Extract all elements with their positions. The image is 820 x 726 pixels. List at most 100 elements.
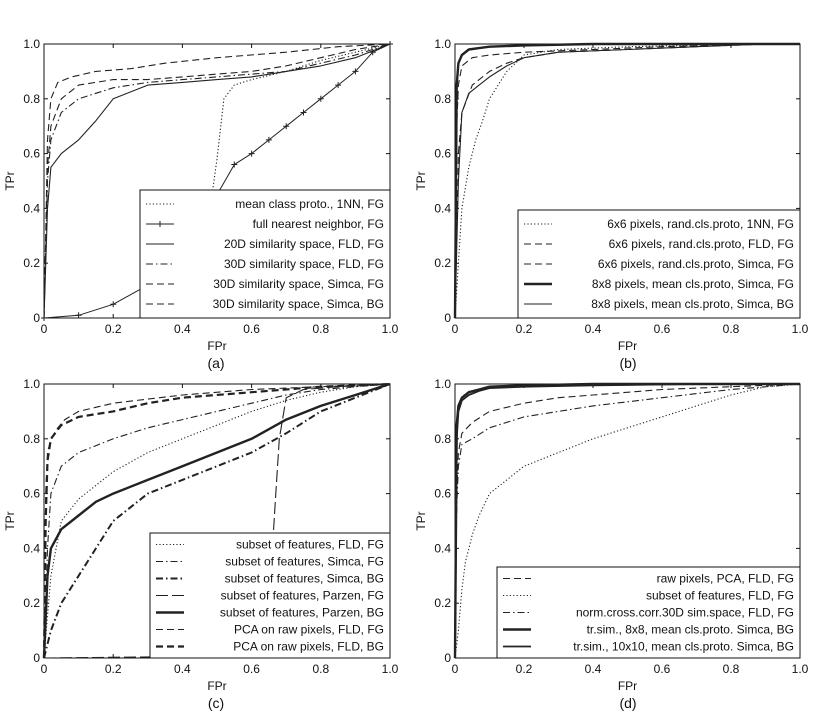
x-axis-label: FPr xyxy=(207,679,226,693)
roc-point-marker xyxy=(75,312,82,319)
x-tick-label: 0.8 xyxy=(312,662,329,676)
roc-curve xyxy=(454,383,801,659)
y-axis-label: TPr xyxy=(414,171,428,190)
roc-curve xyxy=(453,42,800,319)
y-tick-label: 0.8 xyxy=(434,432,451,446)
x-tick-label: 0.4 xyxy=(585,322,602,336)
x-tick-label: 1.0 xyxy=(382,322,399,336)
roc-curve xyxy=(454,383,800,659)
x-tick-label: 1.0 xyxy=(792,662,809,676)
x-tick-label: 0.2 xyxy=(516,662,533,676)
roc-panel: 0 0.2 0.4 0.6 0.8 1.0 0 0.2 0.4 0.6 0.8 1.0 FPr TPr (d… xyxy=(414,377,809,711)
y-tick-label: 0.8 xyxy=(23,432,40,446)
y-tick-label: 0.2 xyxy=(23,256,40,270)
x-tick-label: 0.6 xyxy=(654,322,671,336)
roc-point-marker xyxy=(352,68,359,75)
roc-point-marker xyxy=(110,301,117,308)
y-tick-label: 0.8 xyxy=(434,92,451,106)
roc-point-marker xyxy=(335,82,342,89)
roc-curve xyxy=(44,43,391,319)
roc-curve xyxy=(43,383,391,659)
legend-entry: subset of features, Parzen, FG xyxy=(221,589,384,603)
legend-entry: norm.cross.corr.30D sim.space, FLD, FG xyxy=(576,606,794,620)
roc-curve xyxy=(43,43,391,319)
x-tick-label: 0.4 xyxy=(585,662,602,676)
roc-curve xyxy=(454,43,800,319)
x-tick-label: 0.6 xyxy=(243,662,260,676)
y-tick-label: 0.6 xyxy=(434,147,451,161)
y-tick-label: 1.0 xyxy=(434,37,451,51)
x-tick-label: 0.6 xyxy=(654,662,671,676)
y-tick-label: 0 xyxy=(444,311,451,325)
y-tick-label: 1.0 xyxy=(23,37,40,51)
legend-entry: tr.sim., 10x10, mean cls.proto. Simca, B… xyxy=(573,640,794,654)
y-axis-label: TPr xyxy=(414,511,428,530)
y-axis-label: TPr xyxy=(3,171,17,190)
legend-entry: 30D similarity space, Simca, BG xyxy=(213,297,384,311)
roc-curve xyxy=(454,383,801,659)
x-tick-label: 1.0 xyxy=(792,322,809,336)
x-tick-label: 0.4 xyxy=(174,662,191,676)
y-tick-label: 0 xyxy=(444,651,451,665)
legend-entry: full nearest neighbor, FG xyxy=(253,217,384,231)
x-tick-label: 0.8 xyxy=(312,322,329,336)
y-tick-label: 1.0 xyxy=(434,377,451,391)
y-tick-label: 0.2 xyxy=(434,596,451,610)
legend-entry: subset of features, FLD, FG xyxy=(646,589,794,603)
roc-point-marker xyxy=(283,123,290,130)
x-tick-label: 0.8 xyxy=(723,322,740,336)
roc-panel: 0 0.2 0.4 0.6 0.8 1.0 0 0.2 0.4 0.6 0.8 1.0 FPr TPr (b… xyxy=(414,37,809,371)
roc-curve xyxy=(454,43,800,319)
roc-panel: 0 0.2 0.4 0.6 0.8 1.0 0 0.2 0.4 0.6 0.8 1.0 FPr TPr (c… xyxy=(3,377,399,711)
y-tick-label: 0.4 xyxy=(23,201,40,215)
x-tick-label: 0.4 xyxy=(174,322,191,336)
roc-curve xyxy=(42,382,391,659)
roc-curve xyxy=(43,383,391,659)
y-tick-label: 0.4 xyxy=(23,541,40,555)
roc-point-marker xyxy=(231,161,238,168)
y-tick-label: 1.0 xyxy=(23,377,40,391)
legend-entry: mean class proto., 1NN, FG xyxy=(235,197,384,211)
x-tick-label: 0 xyxy=(41,322,48,336)
x-tick-label: 0 xyxy=(452,322,459,336)
roc-curve xyxy=(42,382,391,659)
y-tick-label: 0.4 xyxy=(434,201,451,215)
legend-box xyxy=(139,189,391,319)
legend-entry: PCA on raw pixels, FLD, BG xyxy=(233,640,384,654)
legend-entry: 8x8 pixels, mean cls.proto, Simca, FG xyxy=(592,277,794,291)
legend-box xyxy=(517,209,801,319)
x-tick-label: 0.2 xyxy=(105,662,122,676)
legend-entry: 30D similarity space, Simca, FG xyxy=(213,277,384,291)
y-axis-label: TPr xyxy=(3,511,17,530)
roc-curve xyxy=(43,43,391,319)
legend-entry: subset of features, Simca, FG xyxy=(225,555,384,569)
x-tick-label: 0.2 xyxy=(105,322,122,336)
x-tick-label: 0.6 xyxy=(243,322,260,336)
legend-entry: PCA on raw pixels, FLD, FG xyxy=(234,623,384,637)
roc-point-marker xyxy=(248,150,255,157)
legend-entry: 6x6 pixels, rand.cls.proto, 1NN, FG xyxy=(607,217,794,231)
legend-entry: 20D similarity space, FLD, FG xyxy=(224,237,384,251)
y-tick-label: 0.2 xyxy=(434,256,451,270)
roc-point-marker xyxy=(300,109,307,116)
y-tick-label: 0.2 xyxy=(23,596,40,610)
legend-entry: 6x6 pixels, rand.cls.proto, Simca, FG xyxy=(598,257,794,271)
panel-caption: (a) xyxy=(207,355,224,371)
legend-entry: subset of features, FLD, FG xyxy=(236,538,384,552)
legend-entry: 8x8 pixels, mean cls.proto, Simca, BG xyxy=(591,297,794,311)
roc-curve xyxy=(454,383,801,659)
y-tick-label: 0.8 xyxy=(23,92,40,106)
legend-box xyxy=(496,566,801,659)
roc-curve xyxy=(43,43,391,319)
roc-point-marker xyxy=(265,136,272,143)
y-tick-label: 0.4 xyxy=(434,541,451,555)
x-tick-label: 0 xyxy=(41,662,48,676)
y-tick-label: 0 xyxy=(33,651,40,665)
x-tick-label: 0.8 xyxy=(723,662,740,676)
x-axis-label: FPr xyxy=(618,339,637,353)
panel-caption: (b) xyxy=(619,355,636,371)
legend-entry: subset of features, Parzen, BG xyxy=(220,606,384,620)
x-tick-label: 0 xyxy=(452,662,459,676)
legend-entry: 30D similarity space, FLD, FG xyxy=(224,257,384,271)
